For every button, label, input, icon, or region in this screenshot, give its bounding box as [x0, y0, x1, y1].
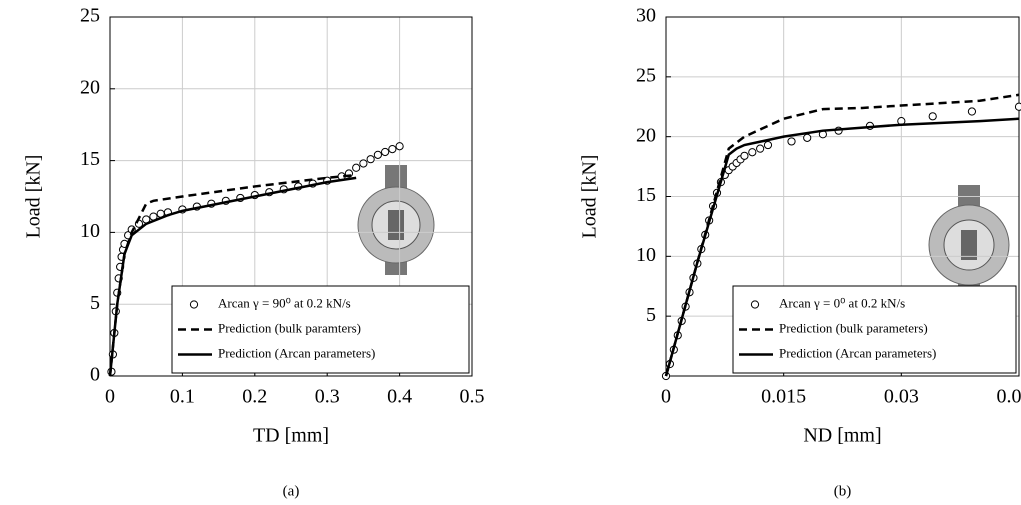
x-axis-label: TD [mm]	[253, 425, 329, 447]
legend-label: Prediction (Arcan parameters)	[218, 345, 375, 360]
data-point	[967, 107, 977, 116]
x-tick-label: 0.4	[387, 386, 412, 408]
caption: (b)	[834, 483, 852, 499]
y-tick-label: 20	[636, 124, 656, 146]
data-point	[928, 112, 937, 121]
data-point	[388, 145, 397, 154]
data-point	[359, 159, 368, 168]
data-point	[395, 142, 404, 151]
data-point	[748, 148, 757, 157]
specimen-photo-b	[928, 185, 1010, 290]
x-tick-label: 0.3	[315, 386, 340, 408]
y-tick-label: 30	[636, 5, 656, 27]
data-point	[381, 147, 390, 157]
data-point	[1014, 102, 1021, 111]
legend-box	[732, 285, 1017, 374]
y-tick-label: 5	[90, 292, 100, 314]
y-tick-label: 25	[80, 5, 100, 27]
y-tick-label: 25	[636, 64, 656, 86]
plot-frame	[109, 16, 473, 377]
y-tick-label: 15	[80, 148, 100, 170]
legend: Arcan γ = 0⁰ at 0.2 kN/s Prediction (bulk…	[732, 285, 1017, 374]
y-tick-label: 20	[80, 76, 100, 98]
caption: (a)	[283, 483, 300, 499]
x-tick-label: 0.1	[170, 386, 195, 408]
x-tick-label: 0	[661, 386, 671, 408]
legend-label: Prediction (bulk paramters)	[218, 320, 361, 335]
x-tick-label: 0.015	[761, 386, 806, 408]
data-point	[352, 163, 361, 172]
data-point	[756, 144, 765, 153]
specimen-photo-a	[357, 165, 435, 275]
data-point	[740, 151, 749, 160]
chart-panel: 0 0.1 0.2 0.3 0.4 0.5 0 5 10 15 20 25 TD [mm] Load [k…	[23, 5, 485, 500]
x-tick-label: 0.045	[997, 386, 1021, 408]
legend-marker	[189, 300, 199, 309]
legend: Arcan γ = 90⁰ at 0.2 kN/s Prediction (bul…	[171, 285, 470, 374]
x-tick-label: 0	[105, 386, 115, 408]
data-point	[366, 155, 375, 164]
y-tick-label: 10	[80, 220, 100, 242]
x-tick-label: 0.2	[242, 386, 267, 408]
data-point	[763, 140, 773, 150]
y-tick-label: 10	[636, 244, 656, 266]
legend-label: Arcan γ = 90⁰ at 0.2 kN/s	[218, 295, 351, 310]
legend-marker	[750, 300, 760, 309]
legend-label: Arcan γ = 0⁰ at 0.2 kN/s	[779, 295, 905, 310]
data-line	[664, 117, 1020, 377]
legend-label: Prediction (Arcan parameters)	[779, 345, 936, 360]
data-point	[787, 137, 796, 146]
plot-frame	[665, 16, 1020, 377]
legend-label: Prediction (bulk parameters)	[779, 320, 928, 335]
y-tick-label: 0	[90, 364, 100, 386]
x-axis-label: ND [mm]	[803, 425, 881, 447]
y-tick-label: 5	[646, 304, 656, 326]
y-axis-label: Load [kN]	[579, 155, 601, 239]
y-tick-label: 15	[636, 184, 656, 206]
legend-box	[171, 285, 470, 374]
x-tick-label: 0.03	[884, 386, 919, 408]
x-tick-label: 0.5	[460, 386, 485, 408]
data-point	[803, 133, 812, 142]
data-point	[373, 150, 382, 159]
chart-panel: 0 0.015 0.03 0.045 5 10 15 20 25 30 ND [mm] Load [k…	[579, 5, 1021, 499]
y-axis-label: Load [kN]	[23, 155, 45, 239]
data-line	[108, 176, 357, 377]
